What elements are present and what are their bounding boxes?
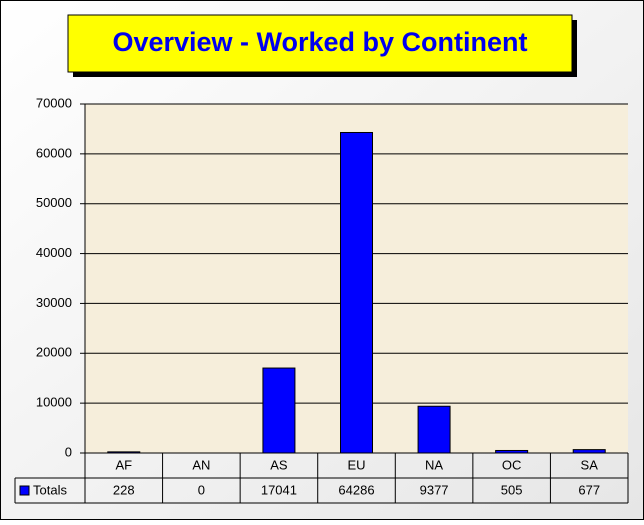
- y-tick-label: 0: [65, 444, 72, 459]
- table-value: 228: [113, 482, 135, 497]
- x-tick-label: AF: [115, 457, 132, 472]
- y-tick-label: 20000: [36, 345, 72, 360]
- y-tick-label: 30000: [36, 295, 72, 310]
- x-tick-label: AN: [192, 457, 210, 472]
- table-value: 9377: [420, 482, 449, 497]
- table-value: 505: [501, 482, 523, 497]
- bar: [340, 131, 373, 454]
- y-tick-label: 10000: [36, 395, 72, 410]
- table-value: 677: [578, 482, 600, 497]
- bar: [262, 367, 296, 454]
- y-tick-label: 60000: [36, 145, 72, 160]
- legend-label: Totals: [33, 482, 67, 497]
- y-tick-label: 50000: [36, 195, 72, 210]
- legend-key: [19, 485, 30, 496]
- table-value: 64286: [338, 482, 374, 497]
- x-tick-label: NA: [425, 457, 443, 472]
- x-tick-label: EU: [347, 457, 365, 472]
- bar: [572, 449, 606, 454]
- title-box: [67, 14, 573, 73]
- table-value: 0: [198, 482, 205, 497]
- table-value: 17041: [261, 482, 297, 497]
- chart-title: Overview - Worked by Continent: [112, 27, 527, 57]
- y-tick-label: 70000: [36, 95, 72, 110]
- data-table: Totals: [14, 477, 628, 504]
- x-tick-label: SA: [581, 457, 599, 472]
- x-tick-label: AS: [270, 457, 288, 472]
- x-tick-label: OC: [502, 457, 522, 472]
- bar: [417, 405, 451, 454]
- y-tick-label: 40000: [36, 245, 72, 260]
